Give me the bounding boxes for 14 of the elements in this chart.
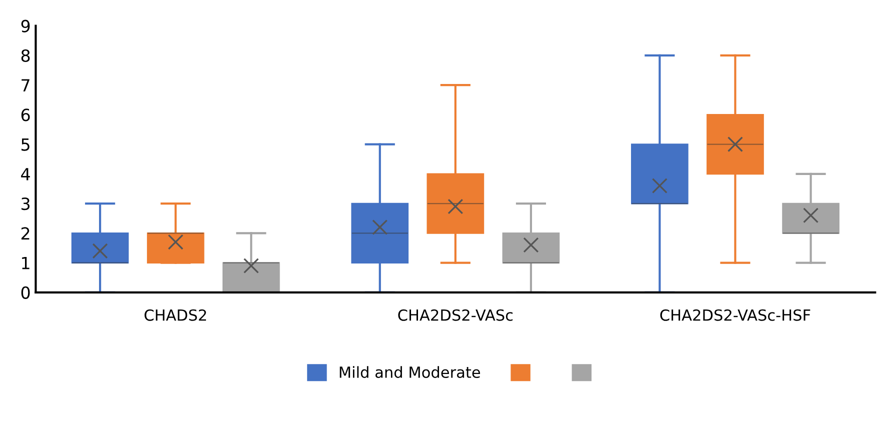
legend-label: Mild and Moderate <box>340 366 480 378</box>
x-tick-label: CHA2DS2-VASc <box>398 309 513 321</box>
y-tick-label: 9 <box>21 20 30 32</box>
y-tick-label: 2 <box>21 227 30 240</box>
y-tick-label: 0 <box>21 286 30 299</box>
y-tick-label: 7 <box>22 79 30 92</box>
x-tick-label: CHADS2 <box>144 309 206 321</box>
y-tick-label: 4 <box>21 168 30 180</box>
y-tick-label: 5 <box>22 138 30 151</box>
y-tick-label: 8 <box>21 49 30 62</box>
y-tick-label: 6 <box>21 108 30 122</box>
x-tick-label: CHA2DS2-VASc-HSF <box>660 309 810 321</box>
y-tick-label: 3 <box>22 197 30 210</box>
y-tick-label: 1 <box>22 256 30 270</box>
